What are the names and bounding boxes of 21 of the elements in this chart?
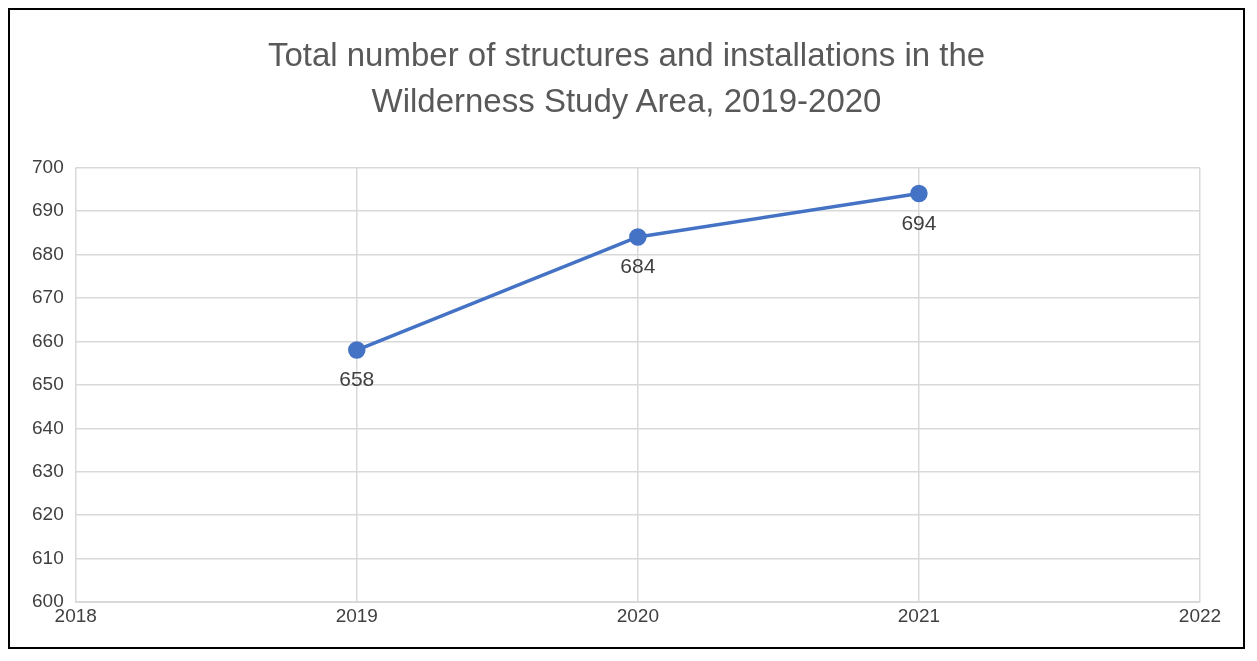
y-tick-label: 700 xyxy=(32,155,64,177)
x-tick-label: 2021 xyxy=(897,604,941,626)
point xyxy=(910,184,928,203)
y-tick-label: 680 xyxy=(32,242,64,264)
y-tick-label: 670 xyxy=(32,286,64,308)
data-label: 694 xyxy=(901,210,937,234)
x-tick-label: 2022 xyxy=(1178,604,1222,626)
x-tick-label: 2019 xyxy=(335,604,378,626)
y-tick-label: 610 xyxy=(32,546,64,568)
y-tick-label: 690 xyxy=(32,199,64,221)
y-tick-label: 640 xyxy=(32,416,64,438)
chart-title: Total number of structures and installations in the Wilderness Study Area, 2019-2020 xyxy=(266,35,987,121)
y-tick-label: 650 xyxy=(32,373,64,395)
y-tick-label: 630 xyxy=(32,459,64,481)
y-tick-label: 620 xyxy=(32,503,64,525)
point xyxy=(348,341,366,359)
y-tick-label: 660 xyxy=(32,329,64,351)
x-tick-label: 2020 xyxy=(616,604,659,626)
data-label: 684 xyxy=(620,254,656,278)
data-label: 658 xyxy=(339,367,375,391)
point xyxy=(629,228,647,246)
